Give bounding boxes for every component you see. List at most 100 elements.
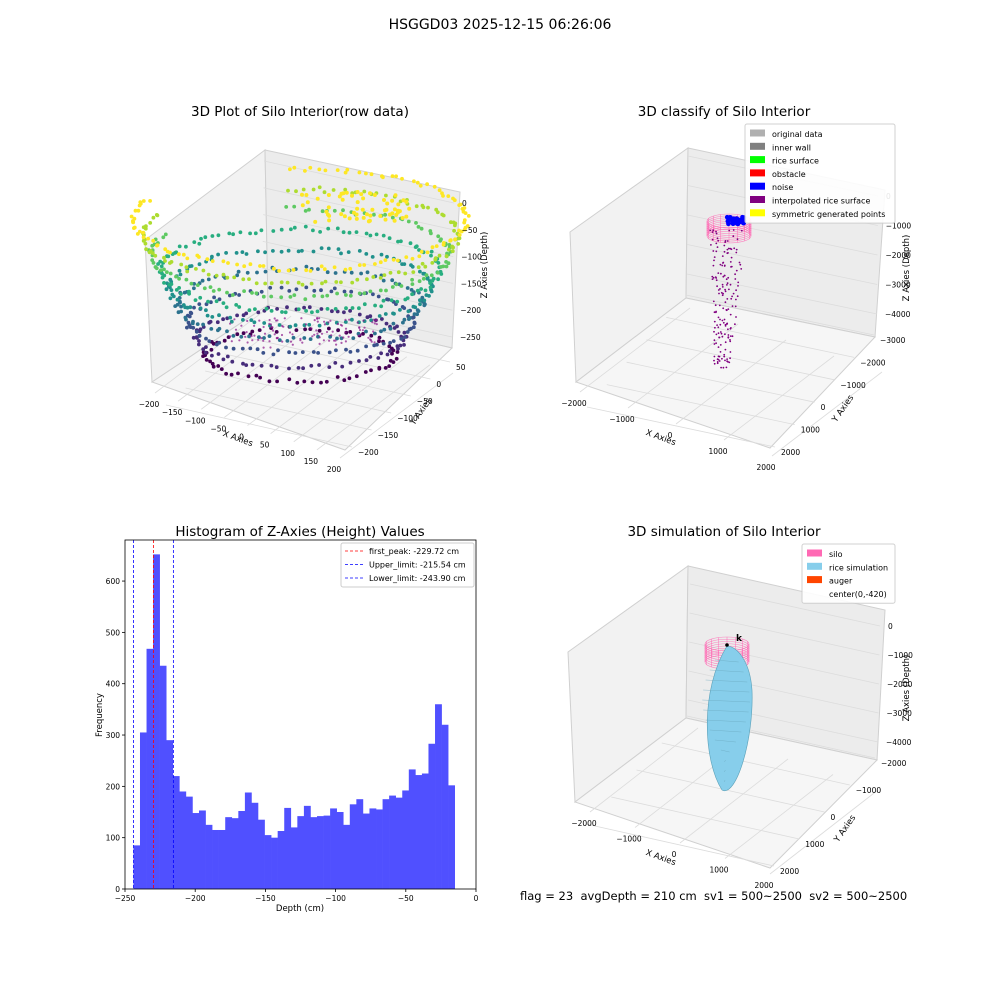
scatter-point [447, 247, 451, 252]
grid-line [579, 307, 691, 393]
scatter-point [715, 250, 718, 253]
rice-mesh-line [723, 779, 726, 783]
scatter-point [730, 256, 733, 259]
scatter-point [188, 310, 193, 315]
scatter-point [724, 333, 726, 336]
scatter-point [368, 233, 373, 238]
scatter-point [254, 281, 259, 286]
scatter-point [713, 330, 715, 333]
histogram-bar [133, 845, 141, 890]
scatter-point [377, 314, 382, 318]
scatter-point [315, 329, 318, 332]
scatter-point [192, 305, 196, 310]
scatter-point [216, 233, 221, 238]
scatter-point [328, 339, 331, 342]
scatter-point [735, 269, 738, 272]
scatter-point [281, 340, 284, 343]
scatter-point [425, 182, 429, 187]
scatter-point [234, 251, 239, 255]
scatter-point [390, 211, 395, 216]
scatter-point [729, 247, 732, 250]
scatter-point [133, 208, 138, 213]
scatter-point [255, 270, 259, 275]
scatter-point [363, 326, 366, 329]
scatter-point [394, 174, 398, 179]
scatter-point [350, 317, 354, 322]
scatter-point [364, 329, 368, 334]
scatter-point [717, 355, 720, 358]
scatter-point [241, 277, 246, 282]
scatter-point [411, 304, 416, 309]
scatter-point [336, 322, 340, 326]
histogram-bar [336, 812, 344, 889]
scatter-point [727, 336, 730, 339]
scatter-point [384, 321, 389, 326]
scatter-point [369, 172, 374, 177]
z-tick-label: −200 [460, 306, 481, 315]
scatter-point [267, 334, 272, 338]
x-tick-label: 0 [474, 894, 479, 903]
y-tick-label: 0 [821, 403, 826, 412]
scatter-point [731, 305, 734, 307]
z-tick-label: 0 [462, 199, 467, 208]
scatter-point [715, 242, 718, 245]
scatter-point [332, 208, 337, 213]
scatter-point [375, 323, 378, 326]
scatter-point [396, 270, 401, 275]
scatter-point [148, 199, 153, 203]
scatter-point [734, 278, 737, 280]
legend-label: rice simulation [829, 563, 888, 572]
scatter-point [343, 187, 348, 192]
histogram-bar [448, 785, 455, 889]
scatter-point [189, 264, 194, 268]
grid-line [316, 364, 431, 451]
scatter-point [421, 205, 426, 210]
scatter-point [726, 360, 728, 363]
scatter-point [415, 180, 420, 185]
scatter-point [402, 306, 407, 310]
scatter-point [725, 366, 728, 369]
scatter-point [326, 193, 331, 197]
scatter-point [194, 329, 199, 334]
scatter-point [345, 167, 350, 172]
scatter-point [247, 277, 251, 281]
scatter-point [304, 268, 309, 273]
scatter-point [259, 289, 264, 294]
scatter-point [327, 365, 332, 369]
scatter-point [351, 336, 356, 340]
histogram-bar [185, 796, 193, 889]
scatter-point [446, 261, 451, 266]
scatter-point [373, 262, 377, 266]
scatter-point [448, 238, 453, 243]
scatter-point [275, 307, 279, 311]
scatter-point [192, 286, 196, 291]
scatter-point [718, 360, 721, 362]
scatter-point [344, 318, 347, 321]
scatter-point [181, 252, 186, 257]
scatter-point [286, 268, 291, 273]
scatter-point [129, 214, 134, 219]
scatter-point [466, 214, 471, 218]
scatter-point [414, 244, 419, 249]
scatter-point [263, 250, 267, 255]
scatter-point [257, 328, 262, 332]
scatter-point [184, 244, 188, 249]
scatter-point [727, 247, 730, 250]
scatter-point [312, 294, 316, 298]
scatter-point [258, 319, 261, 322]
scatter-point [462, 227, 467, 232]
legend-frame [801, 543, 896, 604]
scatter-point [308, 337, 313, 341]
scatter-point [363, 370, 368, 374]
y-tick-label: 50 [456, 363, 466, 372]
scatter-point [253, 334, 256, 337]
scatter-point [398, 308, 402, 312]
scatter-point [399, 337, 404, 341]
scatter-point [269, 294, 274, 299]
scatter-point [216, 252, 221, 257]
scatter-point [715, 230, 717, 233]
scatter-point [357, 312, 362, 317]
scatter-point [327, 213, 332, 218]
grid-line [224, 332, 338, 418]
scatter-point [424, 273, 429, 278]
